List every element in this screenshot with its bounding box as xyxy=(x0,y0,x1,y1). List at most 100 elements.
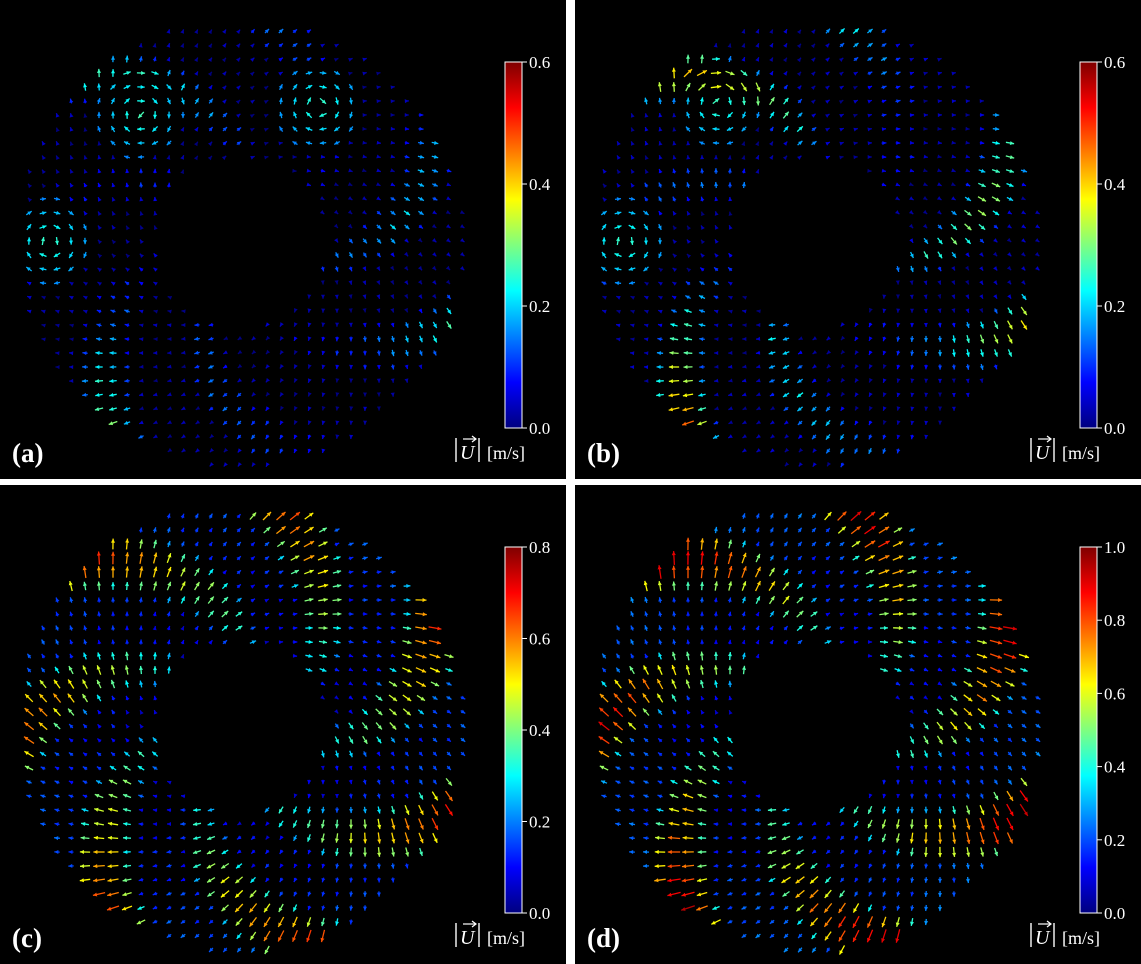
velocity-vector xyxy=(417,196,425,202)
velocity-vector xyxy=(1007,280,1012,285)
velocity-vector xyxy=(139,406,144,411)
velocity-vector xyxy=(795,876,805,884)
velocity-vector xyxy=(24,765,34,771)
velocity-vector xyxy=(882,378,887,384)
velocity-vector xyxy=(892,611,904,616)
velocity-vector xyxy=(207,822,215,826)
velocity-vector xyxy=(924,392,929,397)
velocity-vector xyxy=(68,251,74,259)
colorbar-label: U [m/s] xyxy=(455,920,525,949)
velocity-vector xyxy=(643,210,649,216)
velocity-vector xyxy=(69,98,74,104)
velocity-vector xyxy=(1007,349,1013,357)
panel-label-d: (d) xyxy=(587,923,620,953)
velocity-vector xyxy=(265,378,270,383)
velocity-vector xyxy=(446,723,452,729)
velocity-vector xyxy=(41,639,46,645)
velocity-vector xyxy=(854,891,859,897)
velocity-vector xyxy=(601,251,607,259)
velocity-vector xyxy=(390,294,395,299)
velocity-vector xyxy=(363,819,368,829)
velocity-vector xyxy=(404,140,410,145)
velocity-vector xyxy=(853,806,859,814)
velocity-vector xyxy=(418,723,424,729)
velocity-vector xyxy=(599,693,609,703)
velocity-vector xyxy=(879,597,889,602)
velocity-vector xyxy=(686,253,692,259)
velocity-vector xyxy=(978,168,986,173)
velocity-vector xyxy=(111,639,116,645)
velocity-vector xyxy=(628,252,636,258)
velocity-vector xyxy=(976,680,988,688)
velocity-vector xyxy=(334,736,340,744)
velocity-vector xyxy=(403,196,411,202)
velocity-vector xyxy=(755,821,761,826)
velocity-vector xyxy=(1035,266,1040,271)
velocity-vector xyxy=(137,780,145,785)
velocity-vector xyxy=(279,392,284,397)
velocity-vector xyxy=(362,71,367,76)
velocity-vector xyxy=(125,611,129,617)
velocity-vector xyxy=(867,612,873,617)
velocity-vector xyxy=(937,639,943,644)
velocity-vector xyxy=(938,349,942,357)
velocity-vector xyxy=(644,237,648,245)
velocity-vector xyxy=(250,947,256,953)
velocity-vector xyxy=(348,653,354,658)
velocity-vector xyxy=(138,267,144,272)
velocity-vector xyxy=(979,793,984,799)
velocity-vector xyxy=(320,266,325,272)
velocity-vector xyxy=(321,806,326,814)
velocity-vector xyxy=(686,597,690,603)
velocity-vector xyxy=(41,323,46,328)
velocity-vector xyxy=(137,141,145,145)
velocity-vector xyxy=(907,612,917,616)
velocity-vector xyxy=(965,252,970,258)
velocity-vector xyxy=(756,96,760,106)
velocity-vector xyxy=(811,420,817,426)
velocity-vector xyxy=(111,239,117,245)
velocity-vector xyxy=(657,780,663,785)
velocity-vector xyxy=(446,695,452,700)
velocity-vector xyxy=(68,738,74,743)
velocity-vector xyxy=(334,238,339,243)
velocity-vector xyxy=(796,392,804,398)
colorbar-gradient xyxy=(1079,61,1098,429)
velocity-vector xyxy=(237,448,242,453)
velocity-vector xyxy=(348,83,354,91)
velocity-vector xyxy=(811,583,817,589)
velocity-vector xyxy=(223,462,228,467)
velocity-vector xyxy=(797,555,803,561)
velocity-vector xyxy=(712,97,720,105)
velocity-vector xyxy=(951,154,956,159)
velocity-vector xyxy=(251,363,257,369)
velocity-vector xyxy=(417,154,425,159)
velocity-vector xyxy=(349,877,354,883)
velocity-vector xyxy=(293,891,298,897)
velocity-vector xyxy=(824,931,832,941)
velocity-vector xyxy=(349,111,354,119)
velocity-vector xyxy=(644,611,649,617)
velocity-vector xyxy=(418,265,423,271)
velocity-vector xyxy=(264,626,270,631)
velocity-vector xyxy=(783,420,789,425)
velocity-vector xyxy=(952,818,957,830)
velocity-vector xyxy=(167,295,173,300)
velocity-vector xyxy=(349,434,354,439)
velocity-vector xyxy=(993,751,999,757)
velocity-vector xyxy=(783,905,789,911)
velocity-vector xyxy=(376,126,381,131)
velocity-vector xyxy=(264,71,269,76)
velocity-vector xyxy=(598,750,610,758)
panel-label-a: (a) xyxy=(12,438,43,468)
colorbar-tick-label: 0.0 xyxy=(1104,904,1125,923)
velocity-vector xyxy=(741,625,746,631)
velocity-vector xyxy=(837,916,847,928)
velocity-vector xyxy=(629,780,635,785)
velocity-vector xyxy=(389,667,397,673)
velocity-vector xyxy=(250,541,256,547)
velocity-vector xyxy=(68,850,74,854)
velocity-vector xyxy=(697,407,707,411)
velocity-vector xyxy=(810,611,818,617)
colorbar-tick-label: 0.4 xyxy=(1104,175,1126,194)
